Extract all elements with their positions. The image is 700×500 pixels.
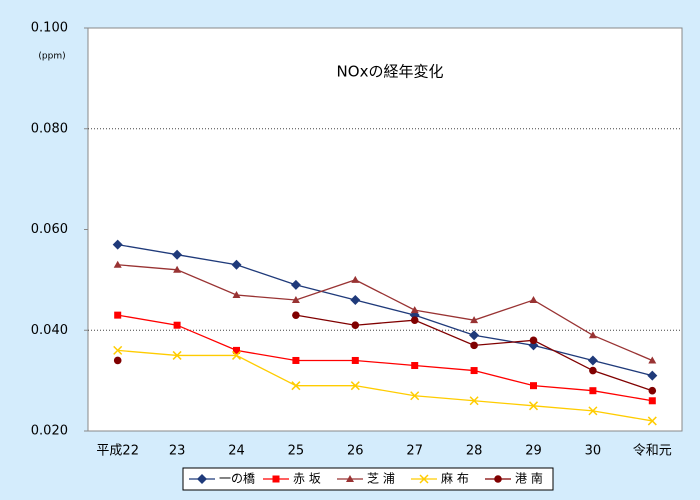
y-tick-label: 0.060: [31, 222, 68, 237]
legend-label: 麻 布: [441, 471, 469, 486]
marker: [113, 260, 122, 268]
marker: [587, 355, 598, 366]
marker: [350, 295, 361, 306]
y-unit: (ppm): [38, 52, 65, 62]
marker: [530, 382, 537, 390]
marker: [197, 474, 207, 484]
marker: [588, 331, 597, 339]
marker: [172, 249, 183, 260]
marker: [291, 381, 301, 391]
legend-label: 赤 坂: [293, 472, 321, 486]
series-line: [117, 243, 653, 377]
marker: [292, 356, 300, 364]
marker: [410, 316, 419, 324]
marker: [647, 416, 657, 426]
x-tick-label: 24: [228, 444, 245, 459]
marker: [351, 356, 359, 364]
marker: [292, 311, 300, 319]
marker: [350, 381, 360, 391]
x-tick-label: 29: [525, 444, 542, 459]
marker: [410, 306, 419, 314]
marker: [529, 336, 538, 345]
marker: [647, 370, 658, 381]
marker: [346, 475, 354, 482]
marker: [272, 475, 280, 483]
plot-area: [87, 27, 683, 432]
marker: [648, 397, 656, 405]
x-tick-label: 令和元: [633, 444, 672, 459]
marker: [113, 356, 122, 365]
marker: [173, 321, 181, 329]
x-tick-label: 25: [288, 444, 305, 459]
marker: [233, 346, 240, 354]
marker: [588, 406, 598, 416]
marker: [411, 362, 419, 370]
x-tick-label: 27: [406, 444, 423, 459]
marker: [469, 396, 479, 406]
x-tick-label: 26: [347, 444, 364, 459]
legend-label: 一の橋: [219, 472, 255, 486]
chart-title: NOxの経年変化: [337, 63, 444, 81]
marker: [410, 391, 420, 401]
marker: [231, 350, 242, 360]
marker: [112, 239, 123, 250]
legend-label: 芝 浦: [367, 471, 395, 486]
marker: [528, 401, 539, 411]
marker: [589, 366, 597, 375]
marker: [291, 296, 300, 304]
marker: [114, 311, 122, 319]
x-tick-label: 28: [466, 444, 483, 459]
y-tick-label: 0.100: [31, 21, 68, 36]
legend-box: [182, 467, 554, 491]
marker: [470, 341, 478, 350]
marker: [469, 330, 480, 341]
series-line: [117, 314, 653, 402]
marker: [290, 279, 301, 290]
marker: [470, 367, 478, 375]
series-line: [117, 349, 653, 422]
marker: [648, 356, 657, 364]
marker: [648, 386, 657, 395]
x-tick-label: 30: [585, 444, 602, 459]
y-tick-label: 0.040: [31, 323, 68, 338]
x-tick-label: 平成22: [96, 444, 139, 459]
series-line: [117, 264, 653, 362]
x-tick-label: 23: [169, 444, 186, 459]
marker: [419, 474, 429, 484]
marker: [113, 345, 123, 355]
marker: [172, 350, 182, 360]
marker: [231, 259, 242, 270]
marker: [494, 475, 502, 483]
marker: [351, 321, 360, 330]
marker: [529, 296, 538, 304]
marker: [173, 265, 182, 273]
marker: [351, 275, 360, 283]
marker: [589, 387, 597, 395]
y-tick-label: 0.020: [31, 424, 68, 439]
marker: [232, 290, 241, 298]
marker: [470, 316, 479, 324]
legend-label: 港 南: [515, 471, 543, 486]
y-tick-label: 0.080: [31, 121, 68, 136]
